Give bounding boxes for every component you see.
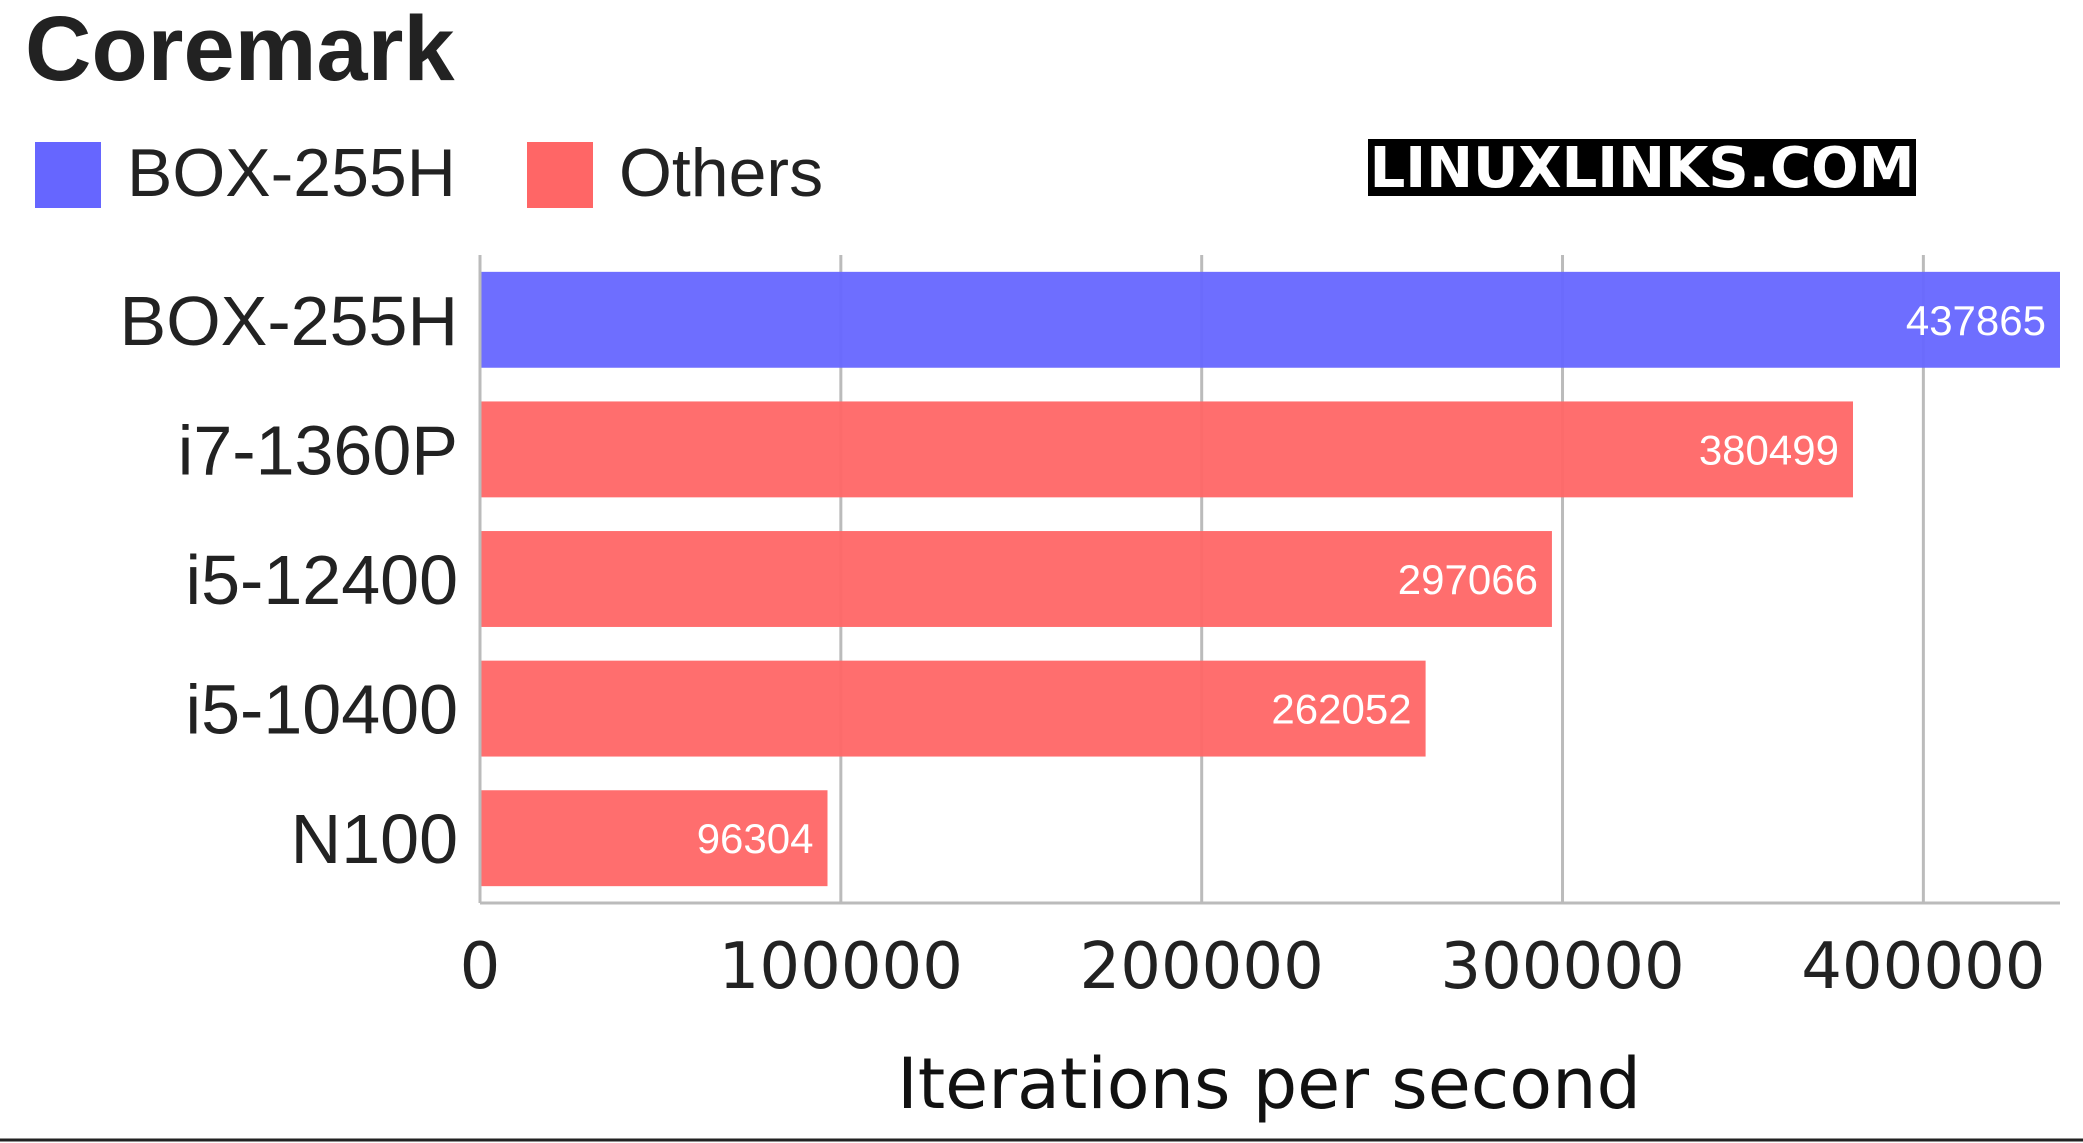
category-label: i7-1360P (178, 411, 458, 489)
bar-value-label: 437865 (1906, 297, 2046, 344)
legend-label-box-255h: BOX-255H (127, 135, 456, 211)
category-label: BOX-255H (120, 282, 458, 360)
x-tick-label: 400000 (1801, 930, 2045, 1004)
x-tick-label: 300000 (1440, 930, 1684, 1004)
legend: BOX-255H Others (35, 135, 823, 211)
bar (480, 790, 828, 887)
legend-swatch-others (527, 142, 593, 208)
bar (480, 401, 1853, 498)
bar (480, 531, 1552, 627)
watermark: LINUXLINKS.COM (1368, 136, 1916, 201)
axes (478, 255, 2060, 905)
bar (480, 271, 2060, 368)
bar-value-label: 380499 (1699, 426, 1839, 473)
x-tick-label: 200000 (1080, 930, 1324, 1004)
x-tick-label: 100000 (719, 930, 963, 1004)
bar-value-label: 262052 (1271, 686, 1411, 733)
legend-label-others: Others (619, 135, 823, 211)
category-label: i5-10400 (186, 671, 458, 749)
x-tick-label: 0 (460, 930, 501, 1004)
bar-value-label: 96304 (697, 815, 814, 862)
category-labels: BOX-255H i7-1360P i5-12400 i5-10400 N100 (120, 282, 458, 878)
bars: 437865 380499 297066 262052 96304 (480, 271, 2060, 887)
bar-value-label: 297066 (1398, 556, 1538, 603)
watermark-background (1368, 139, 1916, 196)
x-tick-labels: 0 100000 200000 300000 400000 (460, 930, 2046, 1004)
chart-title: Coremark (25, 0, 455, 100)
category-label: i5-12400 (186, 541, 458, 619)
watermark-text: LINUXLINKS.COM (1370, 136, 1915, 201)
category-label: N100 (291, 800, 458, 878)
legend-swatch-box-255h (35, 142, 101, 208)
bar (480, 660, 1426, 757)
x-axis-title: Iterations per second (897, 1043, 1641, 1125)
